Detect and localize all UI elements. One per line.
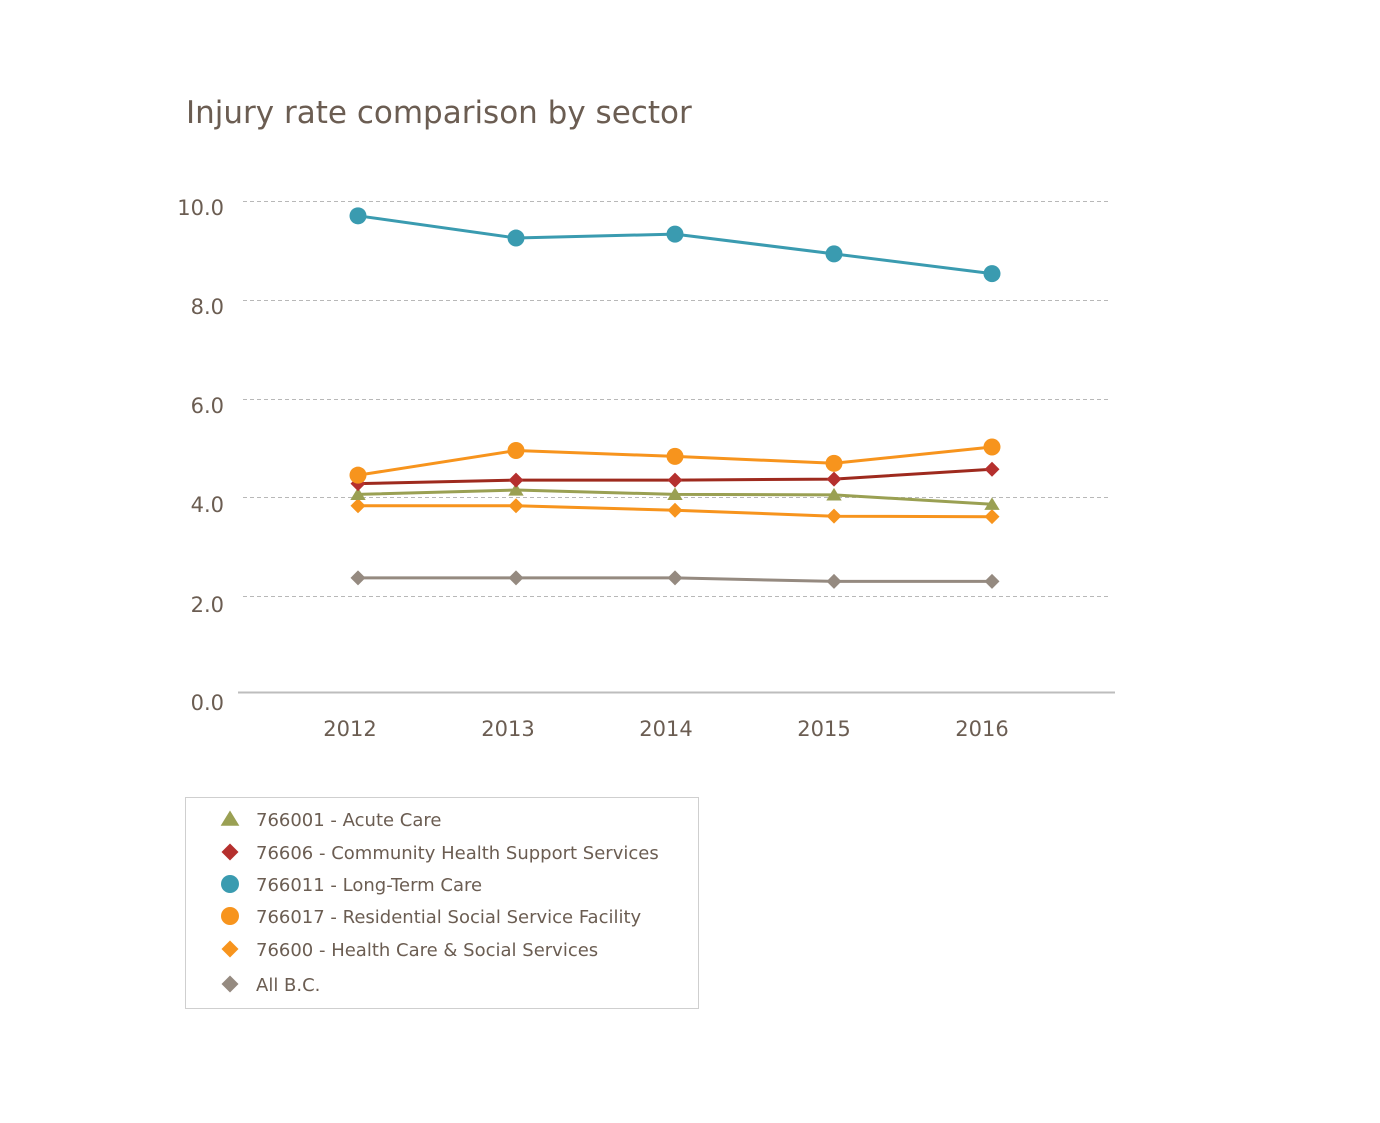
series-layer [349,207,1001,589]
data-point [349,466,367,484]
legend-item: 766011 - Long-Term Care [221,875,482,896]
legend-label: All B.C. [256,975,320,996]
y-tick-label: 0.0 [191,691,224,715]
data-point [984,461,1000,477]
series-2 [350,461,1000,492]
data-point [983,265,1001,283]
legend-label: 766001 - Acute Care [256,810,441,831]
data-point [507,441,525,459]
data-point [667,502,683,518]
y-tick-label: 4.0 [191,493,224,517]
data-point [667,570,683,586]
legend-label: 76606 - Community Health Support Service… [256,843,659,864]
legend-marker-icon [221,907,239,925]
data-point [508,472,524,488]
legend-marker-icon [221,940,239,958]
series-line [357,214,993,276]
legend: 766001 - Acute Care 76606 - Community Hea… [185,797,699,1009]
data-point [826,573,842,589]
series-4 [350,498,1000,525]
data-point [349,207,367,225]
series-5 [350,570,1000,589]
chart-title: Injury rate comparison by sector [186,95,692,131]
data-point [350,487,366,501]
x-tick-label: 2014 [639,717,692,741]
data-point [984,509,1000,525]
data-point [826,508,842,524]
y-axis: 0.0 2.0 4.0 6.0 8.0 10.0 [177,196,224,715]
data-point [508,482,524,496]
gridlines [243,201,1110,597]
data-point [825,454,843,472]
data-point [508,498,524,514]
data-point [667,487,683,501]
x-tick-label: 2016 [955,717,1008,741]
y-tick-label: 10.0 [177,196,224,220]
data-point [666,225,684,243]
data-point [984,497,1000,510]
data-point [350,498,366,514]
data-point [826,487,842,501]
legend-item: 766017 - Residential Social Service Faci… [221,907,642,928]
x-tick-label: 2015 [797,717,850,741]
y-tick-label: 6.0 [191,394,224,418]
y-tick-label: 8.0 [191,295,224,319]
x-tick-label: 2013 [481,717,534,741]
legend-marker-icon [221,843,239,861]
legend-label: 766017 - Residential Social Service Faci… [256,907,642,928]
legend-item: 766001 - Acute Care [220,810,441,831]
y-tick-label: 2.0 [191,593,224,617]
legend-box [185,797,699,1009]
legend-marker-icon [221,975,239,993]
series-3 [350,482,1000,510]
data-point [667,472,683,488]
data-point [983,438,1001,456]
data-point [825,245,843,263]
legend-item: 76606 - Community Health Support Service… [221,843,659,864]
legend-marker-icon [220,810,240,826]
data-point [507,229,525,247]
legend-label: 76600 - Health Care & Social Services [256,940,598,961]
x-tick-label: 2012 [323,717,376,741]
data-point [350,570,366,586]
data-point [666,447,684,465]
legend-marker-icon [221,875,239,893]
data-point [508,570,524,586]
legend-item: 76600 - Health Care & Social Services [221,940,598,961]
legend-item: All B.C. [221,975,320,996]
legend-label: 766011 - Long-Term Care [256,875,482,896]
data-point [826,471,842,487]
series-1 [349,438,1001,484]
x-axis: 2012 2013 2014 2015 2016 [238,691,1115,741]
data-point [984,573,1000,589]
series-0 [349,207,1001,283]
